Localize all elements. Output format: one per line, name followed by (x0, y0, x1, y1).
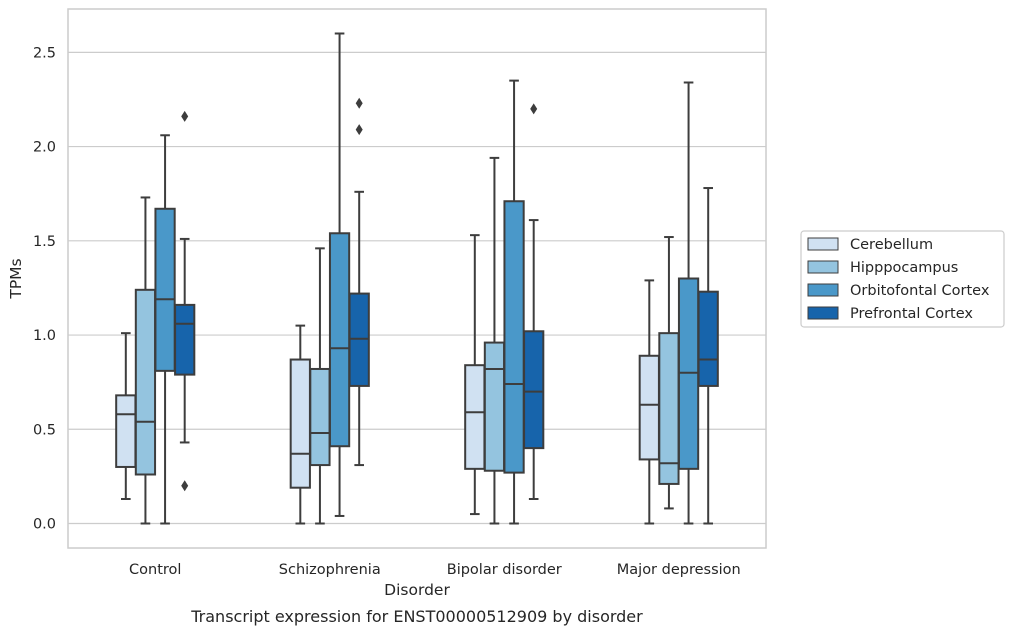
outlier-point (355, 97, 363, 109)
chart-caption: Transcript expression for ENST0000051290… (190, 607, 643, 626)
x-tick-label: Schizophrenia (279, 562, 381, 578)
box-iqr (523, 330, 545, 450)
box-iqr (483, 341, 506, 472)
box-prefrontal-cortex (697, 187, 719, 525)
box-hipppocampus (658, 236, 680, 510)
box-cerebellum (115, 332, 137, 500)
outlier-point (181, 110, 189, 122)
legend-label: Prefrontal Cortex (850, 306, 973, 322)
y-tick-label: 0.0 (33, 517, 56, 533)
y-tick-label: 2.5 (33, 45, 56, 61)
legend-label: Hipppocampus (850, 260, 958, 276)
box-orbitofontal-cortex (503, 79, 525, 525)
box-groups (115, 32, 719, 525)
box-cerebellum (289, 324, 311, 525)
box-hipppocampus (309, 247, 331, 525)
legend-swatch (807, 237, 839, 251)
box-iqr (638, 354, 660, 461)
box-cerebellum (638, 279, 660, 525)
box-iqr (115, 394, 137, 468)
box-iqr (154, 207, 176, 372)
y-axis-label: TPMs (7, 258, 25, 299)
outlier-point (355, 124, 363, 136)
outlier-point (530, 103, 538, 115)
y-tick-labels: 0.0 0.5 1.0 1.5 2.0 2.5 (33, 45, 56, 532)
outlier-point (181, 480, 189, 492)
legend-label: Cerebellum (850, 237, 933, 253)
legend-swatch (807, 283, 839, 297)
y-tick-label: 2.0 (33, 140, 56, 156)
box-orbitofontal-cortex (677, 81, 700, 525)
box-iqr (289, 358, 311, 489)
box-iqr (464, 364, 486, 470)
box-hipppocampus (483, 156, 506, 525)
y-tick-label: 1.0 (33, 328, 56, 344)
box-iqr (174, 303, 196, 376)
legend-swatch (807, 260, 839, 274)
x-axis-label: Disorder (384, 581, 450, 599)
box-iqr (309, 367, 331, 467)
box-prefrontal-cortex (348, 97, 370, 467)
box-prefrontal-cortex (174, 110, 196, 492)
legend-frame (800, 230, 1005, 328)
box-hipppocampus (134, 196, 157, 525)
x-tick-labels: Control Schizophrenia Bipolar disorder Majo… (129, 562, 741, 578)
box-iqr (134, 288, 157, 476)
box-cerebellum (464, 234, 486, 516)
box-orbitofontal-cortex (154, 134, 176, 525)
legend-label: Orbitofontal Cortex (850, 283, 990, 299)
legend: Cerebellum Hipppocampus Orbitofontal Corte… (800, 230, 1005, 328)
box-prefrontal-cortex (523, 103, 545, 500)
x-tick-label: Bipolar disorder (447, 562, 562, 578)
box-orbitofontal-cortex (328, 32, 351, 517)
x-tick-label: Control (129, 562, 181, 578)
legend-swatch (807, 306, 839, 320)
box-iqr (658, 332, 680, 485)
box-iqr (503, 200, 525, 474)
box-iqr (697, 290, 719, 387)
plot-area-frame (67, 8, 767, 549)
y-tick-label: 0.5 (33, 422, 56, 438)
y-tick-label: 1.5 (33, 234, 56, 250)
box-iqr (328, 232, 351, 448)
x-tick-label: Major depression (617, 562, 741, 578)
